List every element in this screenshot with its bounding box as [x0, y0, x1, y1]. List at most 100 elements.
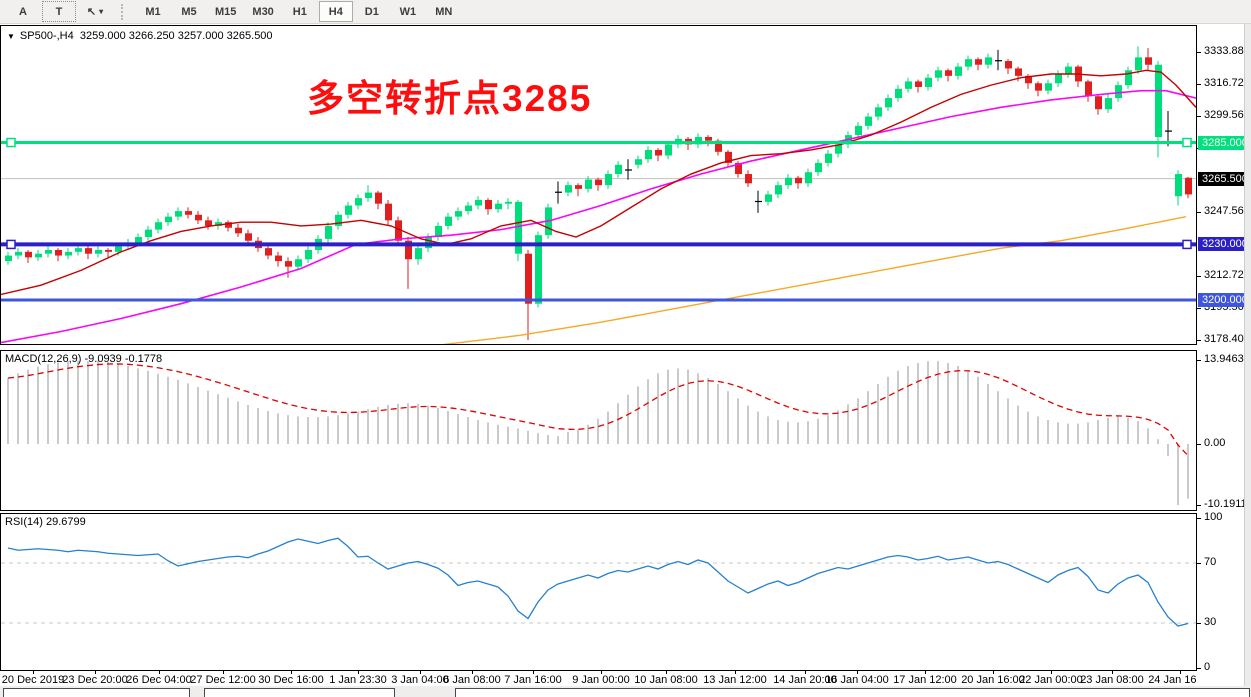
time-tick [1180, 671, 1181, 674]
axis-tick [1197, 83, 1201, 85]
rsi-tick-label: 70 [1204, 556, 1217, 568]
price-tick-label: 3299.560 [1204, 108, 1250, 121]
timeframe-button-w1[interactable]: W1 [399, 5, 417, 18]
axis-tick [1197, 115, 1201, 117]
time-tick [805, 671, 806, 674]
time-tick [601, 671, 602, 674]
price-axis[interactable]: 3333.8803316.7203299.5603281.8803247.560… [1197, 24, 1251, 697]
timeframe-button-h1[interactable]: H1 [292, 5, 307, 18]
chart-title-dropdown-icon[interactable]: ▼ [7, 32, 15, 41]
time-label: 1 Jan 23:30 [329, 674, 387, 686]
time-tick [533, 671, 534, 674]
vertical-scrollbar[interactable] [1244, 24, 1251, 697]
time-tick [666, 671, 667, 674]
macd-indicator-pane[interactable]: MACD(12,26,9) -9.0939 -0.1778 [0, 350, 1197, 511]
time-label: 3 Jan 04:00 [391, 674, 449, 686]
cursor-tool-button[interactable]: ↖ ▾ [78, 1, 112, 22]
time-tick [1051, 671, 1052, 674]
macd-tick-label: -10.1911 [1204, 498, 1247, 511]
time-tick [95, 671, 96, 674]
chart-symbol: SP500-,H4 [19, 30, 74, 42]
timeframe-button-d1[interactable]: D1 [364, 5, 379, 18]
axis-tick [1197, 518, 1201, 519]
rsi-label: RSI(14) 29.6799 [5, 516, 86, 528]
time-tick [33, 671, 34, 674]
time-tick [223, 671, 224, 674]
timeframe-button-mn[interactable]: MN [435, 5, 453, 18]
macd-canvas[interactable] [1, 351, 1196, 510]
axis-tick [1197, 360, 1201, 362]
time-label: 10 Jan 08:00 [634, 674, 698, 686]
macd-tick-label: 13.9463 [1204, 353, 1244, 366]
price-tick-label: 3247.560 [1204, 204, 1250, 217]
rsi-tick-label: 0 [1204, 661, 1211, 673]
axis-tick [1197, 505, 1201, 507]
axis-tick [1197, 623, 1201, 624]
annotation-text[interactable]: 多空转折点3285 [307, 78, 593, 119]
time-label: 7 Jan 16:00 [504, 674, 562, 686]
price-chart-canvas[interactable] [1, 26, 1196, 344]
resistance-price-label: 3285.000 [1198, 135, 1248, 150]
chevron-down-icon: ▾ [99, 7, 104, 16]
time-label: 9 Jan 00:00 [572, 674, 630, 686]
time-tick [993, 671, 994, 674]
time-label: 13 Jan 12:00 [703, 674, 767, 686]
rsi-canvas[interactable] [1, 514, 1196, 670]
time-label: 20 Dec 2019 [1, 674, 65, 686]
time-label: 6 Jan 08:00 [443, 674, 501, 686]
price-tick-label: 3316.720 [1204, 76, 1250, 89]
time-label: 27 Dec 12:00 [190, 674, 256, 686]
time-tick [420, 671, 421, 674]
time-label: 16 Jan 04:00 [825, 674, 889, 686]
time-label: 30 Dec 16:00 [258, 674, 324, 686]
chart-tab[interactable] [3, 688, 190, 697]
axis-tick [1197, 276, 1201, 278]
time-label: 14 Jan 20:00 [773, 674, 837, 686]
chart-ohlc-values: 3259.000 3266.250 3257.000 3265.500 [79, 30, 273, 42]
axis-tick [1197, 668, 1201, 669]
time-tick [735, 671, 736, 674]
timeframe-button-h4[interactable]: H4 [318, 1, 353, 22]
time-label: 17 Jan 12:00 [893, 674, 957, 686]
font-tool-button[interactable]: A [19, 5, 27, 18]
time-label: 22 Jan 00:00 [1019, 674, 1083, 686]
chart-tabs-strip [0, 686, 1251, 697]
time-tick [1112, 671, 1113, 674]
time-axis[interactable]: 20 Dec 2019 23 Dec 20:00 26 Dec 04:00 27 De… [0, 671, 1212, 686]
toolbar: A T ↖ ▾ M1 M5 M15 M30 H1 H4 D1 W1 MN [0, 0, 1251, 24]
rsi-tick-label: 100 [1204, 511, 1223, 523]
price-chart-pane[interactable]: ▼ SP500-,H4 3259.000 3266.250 3257.000 32… [0, 25, 1197, 345]
support1-price-label: 3230.000 [1198, 237, 1248, 252]
timeframe-button-m1[interactable]: M1 [145, 5, 161, 18]
time-label: 23 Dec 20:00 [62, 674, 128, 686]
axis-tick [1197, 52, 1201, 53]
price-tick-label: 3212.720 [1204, 269, 1250, 282]
rsi-indicator-pane[interactable]: RSI(14) 29.6799 [0, 513, 1197, 671]
text-tool-button[interactable]: T [42, 1, 76, 22]
cursor-icon: ↖ [86, 6, 97, 18]
time-label: 23 Jan 08:00 [1080, 674, 1144, 686]
price-tick-label: 3178.400 [1204, 333, 1250, 345]
timeframe-button-m5[interactable]: M5 [181, 5, 197, 18]
chart-tab[interactable] [204, 688, 395, 697]
time-tick [472, 671, 473, 674]
chart-workspace: ▼ SP500-,H4 3259.000 3266.250 3257.000 32… [0, 24, 1251, 697]
axis-tick [1197, 444, 1201, 445]
chart-tab[interactable] [455, 688, 1250, 697]
timeframe-button-m30[interactable]: M30 [252, 5, 274, 18]
toolbar-drag-handle[interactable] [121, 3, 129, 20]
timeframe-button-m15[interactable]: M15 [215, 5, 237, 18]
current-price-label: 3265.500 [1198, 171, 1248, 186]
time-label: 26 Dec 04:00 [126, 674, 192, 686]
time-label: 24 Jan 16:00 [1148, 674, 1212, 686]
support2-price-label: 3200.000 [1198, 292, 1248, 307]
axis-tick [1197, 563, 1201, 564]
rsi-tick-label: 30 [1204, 616, 1217, 628]
macd-label: MACD(12,26,9) -9.0939 -0.1778 [5, 353, 163, 365]
time-tick [291, 671, 292, 674]
time-label: 20 Jan 16:00 [961, 674, 1025, 686]
macd-tick-label: 0.00 [1204, 437, 1226, 449]
chart-title: ▼ SP500-,H4 3259.000 3266.250 3257.000 32… [7, 30, 273, 42]
time-tick [159, 671, 160, 674]
